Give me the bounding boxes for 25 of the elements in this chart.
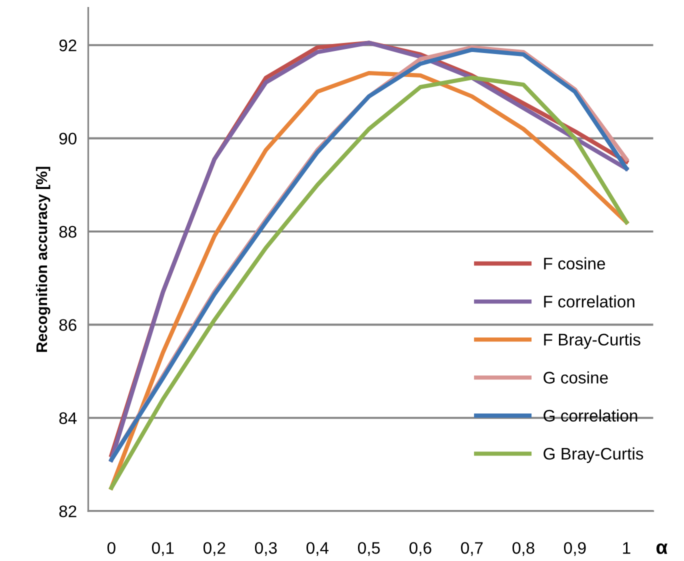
x-tick-label: 0,3	[254, 542, 277, 556]
x-tick-label: 0,7	[461, 542, 483, 556]
y-tick-label: 86	[59, 319, 76, 331]
y-axis-title: Recognition accuracy [%]	[36, 166, 50, 352]
legend-label: G Bray-Curtis	[544, 447, 644, 463]
y-tick-label: 82	[59, 505, 76, 518]
x-tick-label: 0,4	[306, 542, 329, 556]
x-tick-label: 0	[107, 542, 116, 554]
legend-label: F cosine	[544, 257, 606, 270]
legend-label: G correlation	[544, 409, 638, 422]
y-tick-label: 88	[59, 226, 76, 238]
legend-label: G cosine	[544, 371, 608, 384]
x-tick-label: 0,8	[512, 542, 534, 556]
x-axis-title: α	[656, 543, 668, 554]
y-tick-label: 84	[59, 412, 77, 424]
y-tick-label: 90	[59, 132, 76, 145]
x-tick-label: 0,6	[409, 542, 432, 556]
legend-label: F Bray-Curtis	[544, 333, 640, 349]
x-tick-label: 0,9	[564, 542, 586, 556]
x-tick-label: 0,1	[152, 542, 174, 556]
y-tick-label: 92	[59, 40, 76, 52]
x-tick-label: 0,5	[358, 542, 380, 556]
legend-label: F correlation	[544, 295, 634, 308]
x-tick-label: 0,2	[203, 542, 226, 556]
x-tick-label: 1	[623, 542, 630, 554]
